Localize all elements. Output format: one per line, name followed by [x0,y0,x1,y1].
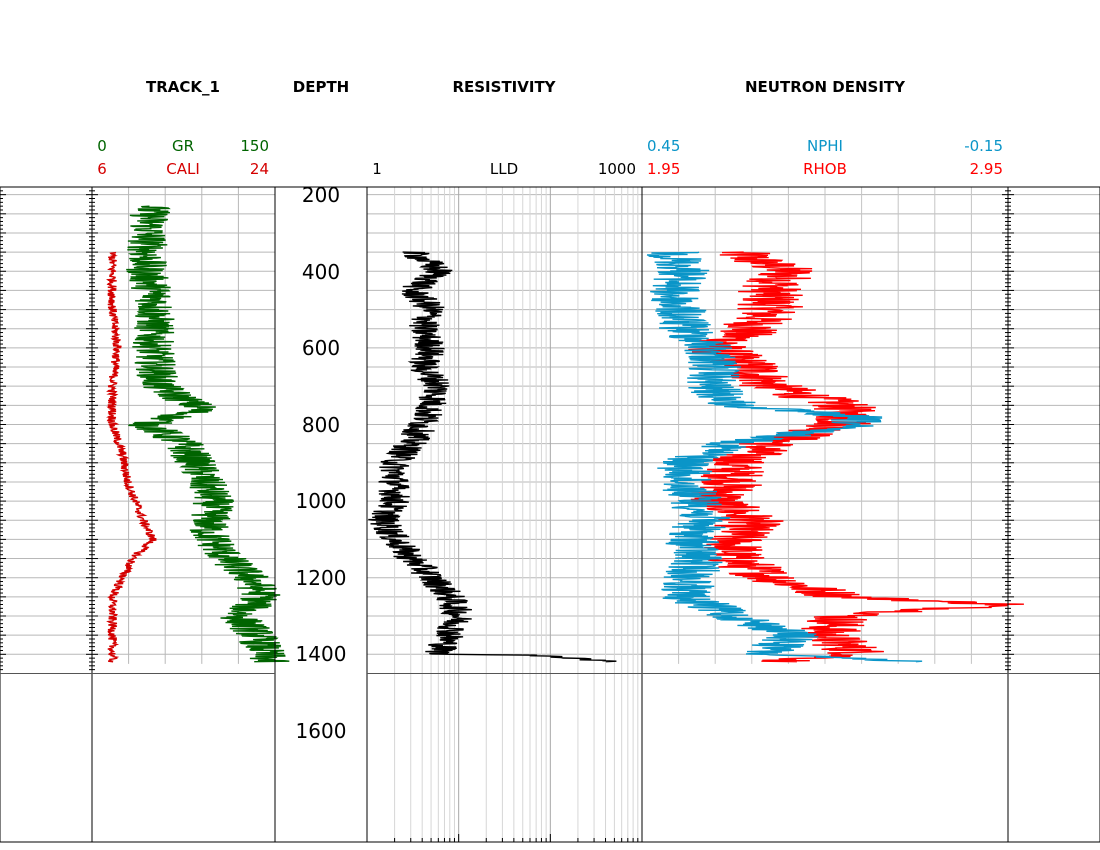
depth-label-1400: 1400 [296,642,347,666]
grid-lines [0,187,1100,842]
depth-label-1200: 1200 [296,566,347,590]
cali-min-label: 6 [97,160,107,178]
nphi-curve [646,251,923,663]
rhob-max-label: 2.95 [970,160,1003,178]
depth-axis-labels: 200 400 600 800 1000 1200 1400 1600 [296,183,347,743]
depth-title: DEPTH [293,78,349,96]
rhob-curve [688,251,1024,663]
rhob-name-label: RHOB [803,160,847,178]
track-1-title: TRACK_1 [146,78,220,96]
neutron-density-title: NEUTRON DENSITY [745,78,906,96]
rhob-min-label: 1.95 [647,160,680,178]
log-curves [106,205,1024,663]
resistivity-title: RESISTIVITY [452,78,556,96]
depth-label-800: 800 [302,413,340,437]
gr-max-label: 150 [240,137,269,155]
depth-label-200: 200 [302,183,340,207]
gr-curve [126,205,290,663]
nphi-min-label: 0.45 [647,137,680,155]
gr-min-label: 0 [97,137,107,155]
lld-curve [368,251,617,663]
cali-name-label: CALI [166,160,200,178]
lld-name-label: LLD [490,160,518,178]
nphi-name-label: NPHI [807,137,843,155]
depth-label-1600: 1600 [296,719,347,743]
depth-label-400: 400 [302,260,340,284]
lld-min-label: 1 [372,160,382,178]
nphi-max-label: -0.15 [964,137,1003,155]
cali-curve [106,251,157,663]
track-borders [0,186,1100,843]
gr-name-label: GR [172,137,194,155]
cali-max-label: 24 [250,160,269,178]
depth-label-600: 600 [302,336,340,360]
lld-max-label: 1000 [598,160,636,178]
depth-label-1000: 1000 [296,489,347,513]
tick-marks [0,186,1014,842]
